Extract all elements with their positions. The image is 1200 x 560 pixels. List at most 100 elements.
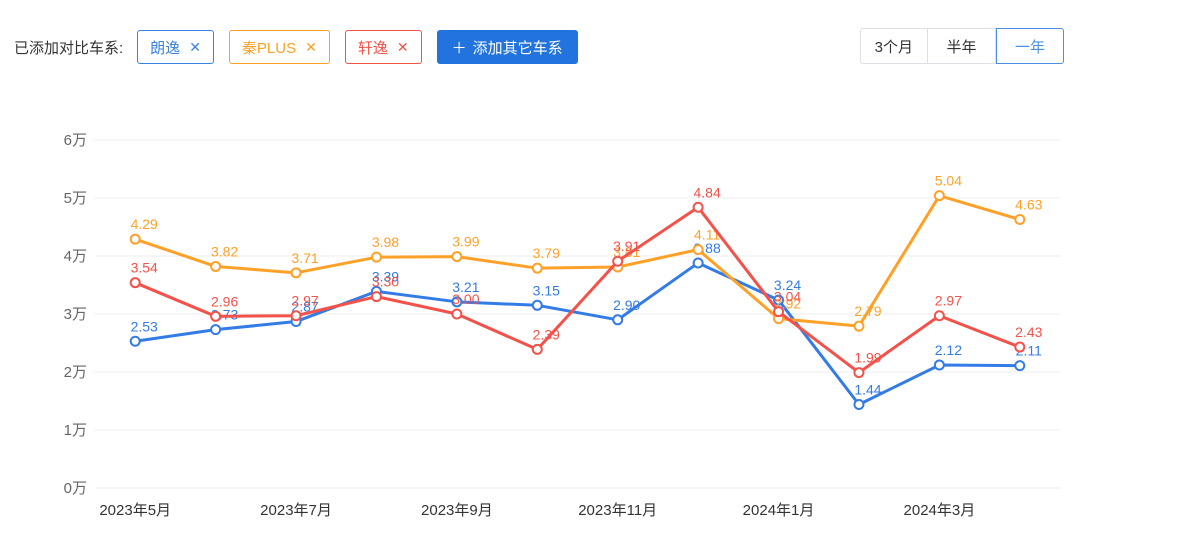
data-point-label: 2.96 — [211, 293, 238, 309]
data-point-label: 3.24 — [774, 277, 801, 293]
data-point-marker[interactable] — [853, 367, 865, 379]
data-point-label: 2.90 — [613, 297, 640, 313]
data-point-marker[interactable] — [129, 335, 141, 347]
data-point-label: 3.98 — [372, 234, 399, 250]
data-point-marker[interactable] — [773, 306, 785, 318]
data-point-label: 3.54 — [131, 260, 158, 276]
data-point-label: 5.04 — [935, 173, 962, 189]
close-icon[interactable]: ✕ — [189, 38, 201, 55]
data-point-marker[interactable] — [692, 244, 704, 256]
y-axis-tick-label: 6万 — [64, 132, 87, 149]
x-axis-tick-label: 2023年7月 — [260, 502, 332, 519]
plus-icon: ＋ — [451, 39, 467, 57]
data-point-label: 3.00 — [452, 291, 479, 307]
data-point-marker[interactable] — [1014, 213, 1026, 225]
data-point-marker[interactable] — [692, 201, 704, 213]
data-point-label: 3.91 — [613, 238, 640, 254]
data-point-marker[interactable] — [853, 320, 865, 332]
y-axis-tick-label: 4万 — [64, 248, 87, 265]
data-point-label: 1.44 — [854, 381, 881, 397]
data-point-marker[interactable] — [933, 359, 945, 371]
data-point-marker[interactable] — [612, 314, 624, 326]
data-point-marker[interactable] — [692, 257, 704, 269]
series-tag-xuanyi: 轩逸 ✕ — [344, 30, 422, 64]
data-point-label: 1.99 — [854, 350, 881, 366]
data-point-marker[interactable] — [129, 233, 141, 245]
y-axis-tick-label: 2万 — [64, 364, 87, 381]
data-point-marker[interactable] — [773, 294, 785, 306]
data-point-marker[interactable] — [290, 310, 302, 322]
y-axis-tick-label: 3万 — [64, 306, 87, 323]
range-button-3months[interactable]: 3个月 — [859, 28, 928, 64]
data-point-marker[interactable] — [451, 296, 463, 308]
data-point-label: 2.79 — [854, 303, 881, 319]
data-point-label: 4.11 — [694, 227, 720, 243]
data-point-label: 3.99 — [452, 234, 479, 250]
data-point-label: 4.63 — [1015, 196, 1042, 212]
close-icon[interactable]: ✕ — [396, 38, 409, 55]
data-point-marker[interactable] — [933, 190, 945, 202]
data-point-label: 3.81 — [613, 244, 640, 260]
data-point-label: 2.97 — [291, 293, 318, 309]
data-point-label: 2.39 — [533, 326, 560, 342]
close-icon[interactable]: ✕ — [305, 38, 317, 55]
compare-series-label: 已添加对比车系: — [14, 39, 124, 57]
series-tag-langyi: 朗逸 ✕ — [137, 30, 214, 64]
data-point-marker[interactable] — [451, 308, 463, 320]
data-point-label: 3.71 — [291, 250, 318, 266]
add-series-label: 添加其它车系 — [472, 39, 563, 57]
x-axis-tick-label: 2023年9月 — [421, 502, 493, 519]
data-point-marker[interactable] — [370, 291, 382, 303]
data-point-marker[interactable] — [933, 310, 945, 322]
data-point-marker[interactable] — [129, 277, 141, 289]
data-point-label: 2.97 — [935, 293, 962, 309]
data-point-marker[interactable] — [531, 262, 543, 274]
series-tag-label: 轩逸 — [357, 39, 388, 57]
data-point-label: 3.82 — [211, 243, 238, 259]
data-point-marker[interactable] — [1014, 360, 1026, 372]
data-point-marker[interactable] — [531, 299, 543, 311]
data-point-marker[interactable] — [210, 310, 222, 322]
header: 已添加对比车系: 朗逸 ✕ 秦PLUS ✕ 轩逸 ✕ ＋ 添加其它车系 3个月 … — [14, 28, 1200, 66]
data-point-marker[interactable] — [1014, 341, 1026, 353]
data-point-marker[interactable] — [210, 324, 222, 336]
series-tag-label: 秦PLUS — [241, 39, 297, 57]
data-point-label: 3.79 — [533, 245, 560, 261]
data-point-marker[interactable] — [612, 255, 624, 267]
data-point-marker[interactable] — [531, 343, 543, 355]
data-point-label: 4.84 — [694, 184, 721, 200]
data-point-label: 3.15 — [533, 282, 560, 298]
x-axis-tick-label: 2024年1月 — [743, 502, 815, 519]
series-line-2 — [133, 205, 1022, 375]
data-point-marker[interactable] — [210, 260, 222, 272]
series-tag-qinplus: 秦PLUS ✕ — [228, 30, 330, 64]
range-button-oneyear[interactable]: 一年 — [996, 28, 1064, 64]
add-series-button[interactable]: ＋ 添加其它车系 — [436, 30, 578, 64]
data-point-label: 2.53 — [131, 318, 158, 334]
data-point-label: 3.21 — [452, 279, 479, 295]
time-range-group: 3个月 半年 一年 — [859, 28, 1064, 64]
data-point-label: 3.39 — [372, 268, 399, 284]
range-button-halfyear[interactable]: 半年 — [928, 28, 996, 64]
data-point-label: 3.04 — [774, 289, 801, 305]
y-axis-tick-label: 5万 — [64, 190, 87, 207]
data-point-label: 2.12 — [935, 342, 962, 358]
series-tag-label: 朗逸 — [150, 39, 181, 57]
series-line-0 — [133, 261, 1022, 406]
data-point-marker[interactable] — [290, 267, 302, 279]
data-point-marker[interactable] — [451, 251, 463, 263]
y-axis-tick-label: 0万 — [64, 480, 87, 497]
y-axis-tick-label: 1万 — [64, 422, 87, 439]
data-point-label: 3.30 — [372, 274, 399, 290]
data-point-marker[interactable] — [853, 398, 865, 410]
data-point-label: 4.29 — [131, 216, 158, 232]
x-axis-tick-label: 2024年3月 — [904, 502, 976, 519]
x-axis-tick-label: 2023年5月 — [99, 502, 171, 519]
series-line-1 — [133, 194, 1022, 328]
data-point-label: 2.43 — [1015, 324, 1042, 340]
x-axis-tick-label: 2023年11月 — [578, 502, 657, 519]
data-point-marker[interactable] — [370, 251, 382, 263]
